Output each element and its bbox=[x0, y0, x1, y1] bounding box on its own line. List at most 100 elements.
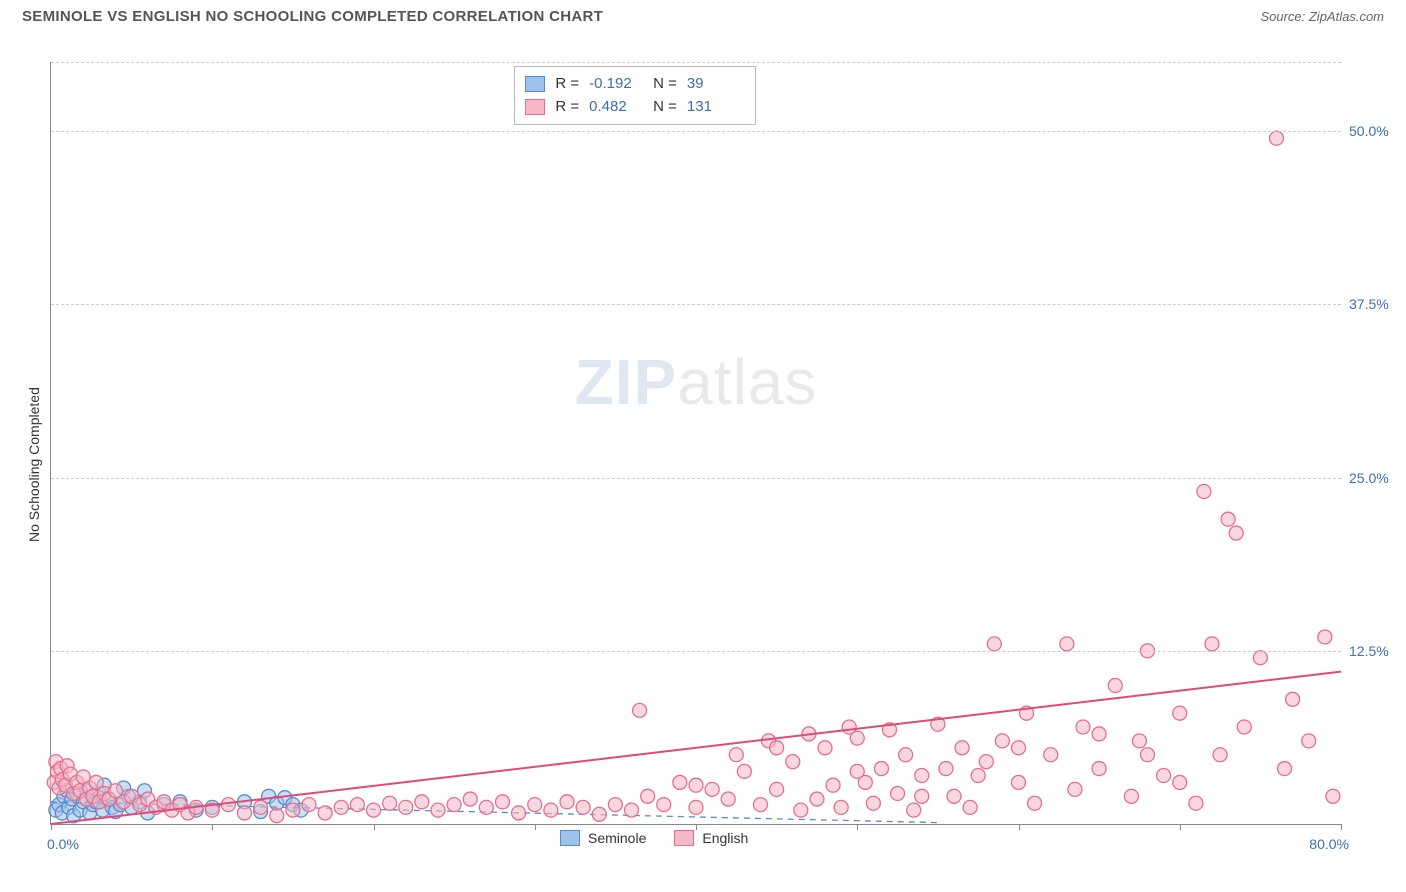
x-tick bbox=[1180, 824, 1181, 830]
data-point bbox=[608, 798, 622, 812]
data-point bbox=[270, 809, 284, 823]
gridline bbox=[51, 131, 1341, 132]
data-point bbox=[1173, 775, 1187, 789]
legend-item: English bbox=[674, 830, 748, 846]
data-point bbox=[770, 782, 784, 796]
stat-n-value: 131 bbox=[687, 96, 741, 119]
series-legend: Seminole English bbox=[560, 830, 748, 846]
chart-title: SEMINOLE VS ENGLISH NO SCHOOLING COMPLET… bbox=[22, 8, 603, 25]
data-point bbox=[689, 800, 703, 814]
x-min-label: 0.0% bbox=[47, 836, 79, 852]
data-point bbox=[891, 787, 905, 801]
data-point bbox=[1076, 720, 1090, 734]
data-point bbox=[1141, 748, 1155, 762]
data-point bbox=[479, 800, 493, 814]
x-tick bbox=[535, 824, 536, 830]
data-point bbox=[737, 764, 751, 778]
data-point bbox=[1044, 748, 1058, 762]
stat-n-label: N = bbox=[653, 73, 677, 96]
data-point bbox=[431, 803, 445, 817]
data-point bbox=[673, 775, 687, 789]
data-point bbox=[1132, 734, 1146, 748]
data-point bbox=[463, 792, 477, 806]
x-tick bbox=[1019, 824, 1020, 830]
data-point bbox=[383, 796, 397, 810]
stat-r-value: 0.482 bbox=[589, 96, 643, 119]
data-point bbox=[302, 798, 316, 812]
x-max-label: 80.0% bbox=[1309, 836, 1349, 852]
data-point bbox=[1318, 630, 1332, 644]
data-point bbox=[254, 800, 268, 814]
data-point bbox=[286, 803, 300, 817]
data-point bbox=[971, 769, 985, 783]
data-point bbox=[1278, 762, 1292, 776]
data-point bbox=[350, 798, 364, 812]
data-point bbox=[947, 789, 961, 803]
data-point bbox=[770, 741, 784, 755]
data-point bbox=[874, 762, 888, 776]
stat-r-label: R = bbox=[555, 96, 579, 119]
data-point bbox=[560, 795, 574, 809]
plot-area: 12.5%25.0%37.5%50.0% 0.0% 80.0% ZIPatlas bbox=[50, 62, 1341, 825]
data-point bbox=[866, 796, 880, 810]
data-point bbox=[689, 778, 703, 792]
data-point bbox=[907, 803, 921, 817]
data-point bbox=[1092, 727, 1106, 741]
data-point bbox=[826, 778, 840, 792]
data-point bbox=[576, 800, 590, 814]
y-tick-label: 25.0% bbox=[1349, 470, 1399, 486]
data-point bbox=[1302, 734, 1316, 748]
data-point bbox=[657, 798, 671, 812]
data-point bbox=[544, 803, 558, 817]
data-point bbox=[754, 798, 768, 812]
data-point bbox=[1197, 484, 1211, 498]
y-axis-label: No Schooling Completed bbox=[26, 387, 42, 542]
scatter-svg bbox=[51, 62, 1341, 824]
y-tick-label: 12.5% bbox=[1349, 643, 1399, 659]
data-point bbox=[786, 755, 800, 769]
data-point bbox=[1253, 651, 1267, 665]
legend-swatch bbox=[525, 99, 545, 115]
y-tick-label: 50.0% bbox=[1349, 123, 1399, 139]
data-point bbox=[1213, 748, 1227, 762]
data-point bbox=[415, 795, 429, 809]
legend-item: Seminole bbox=[560, 830, 646, 846]
data-point bbox=[939, 762, 953, 776]
data-point bbox=[721, 792, 735, 806]
source-label: Source: ZipAtlas.com bbox=[1260, 9, 1384, 24]
stat-n-value: 39 bbox=[687, 73, 741, 96]
data-point bbox=[1205, 637, 1219, 651]
legend-label: English bbox=[702, 830, 748, 846]
stats-row: R = 0.482N = 131 bbox=[525, 96, 741, 119]
data-point bbox=[1270, 131, 1284, 145]
data-point bbox=[915, 769, 929, 783]
data-point bbox=[318, 806, 332, 820]
data-point bbox=[1189, 796, 1203, 810]
data-point bbox=[1221, 512, 1235, 526]
gridline bbox=[51, 651, 1341, 652]
data-point bbox=[818, 741, 832, 755]
data-point bbox=[834, 800, 848, 814]
x-tick bbox=[212, 824, 213, 830]
data-point bbox=[1068, 782, 1082, 796]
stat-r-label: R = bbox=[555, 73, 579, 96]
data-point bbox=[963, 800, 977, 814]
stats-legend-box: R = -0.192N = 39R = 0.482N = 131 bbox=[514, 66, 756, 125]
data-point bbox=[850, 731, 864, 745]
data-point bbox=[794, 803, 808, 817]
data-point bbox=[915, 789, 929, 803]
data-point bbox=[955, 741, 969, 755]
legend-swatch bbox=[560, 830, 580, 846]
data-point bbox=[1229, 526, 1243, 540]
data-point bbox=[641, 789, 655, 803]
legend-swatch bbox=[674, 830, 694, 846]
data-point bbox=[1237, 720, 1251, 734]
data-point bbox=[633, 703, 647, 717]
data-point bbox=[447, 798, 461, 812]
gridline bbox=[51, 304, 1341, 305]
y-tick-label: 37.5% bbox=[1349, 296, 1399, 312]
data-point bbox=[1028, 796, 1042, 810]
data-point bbox=[399, 800, 413, 814]
data-point bbox=[1326, 789, 1340, 803]
data-point bbox=[496, 795, 510, 809]
